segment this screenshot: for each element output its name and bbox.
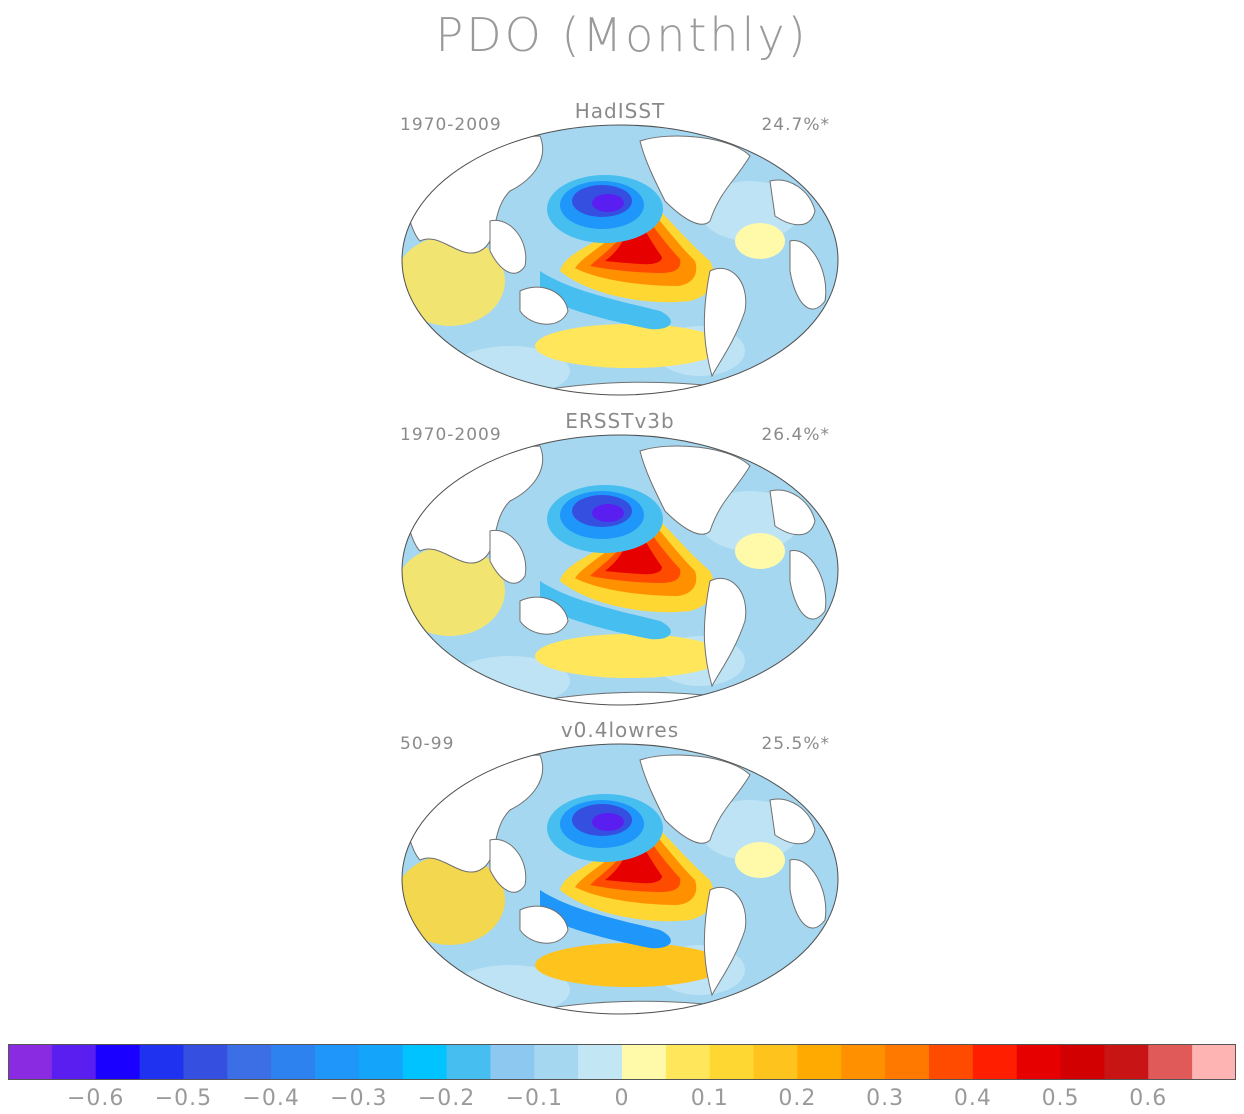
map-panel-hadisst: HadISST 1970-2009 24.7%* bbox=[390, 99, 850, 411]
land-mass bbox=[769, 179, 816, 226]
land-mass bbox=[703, 267, 747, 378]
land-mass bbox=[489, 529, 527, 584]
colorbar-swatch bbox=[1104, 1044, 1149, 1080]
land-mass bbox=[489, 219, 527, 274]
anomaly-region bbox=[735, 842, 785, 878]
colorbar-swatch bbox=[8, 1044, 53, 1080]
land-mass bbox=[519, 596, 569, 635]
land-mass bbox=[489, 691, 811, 705]
colorbar-swatch bbox=[622, 1044, 667, 1080]
land-mass bbox=[489, 1000, 811, 1014]
colorbar-tick-label: −0.2 bbox=[417, 1086, 476, 1111]
colorbar-swatch bbox=[490, 1044, 535, 1080]
land-mass bbox=[703, 886, 747, 997]
panel-variance: 24.7%* bbox=[761, 115, 830, 135]
colorbar-tick-label: 0.4 bbox=[953, 1086, 992, 1111]
colorbar-tick-label: 0.5 bbox=[1041, 1086, 1080, 1111]
colorbar-swatch bbox=[271, 1044, 316, 1080]
anomaly-cool bbox=[540, 581, 671, 640]
map-panel-ersstv3b: ERSSTv3b 1970-2009 26.4%* bbox=[390, 409, 850, 721]
panel-variance: 25.5%* bbox=[761, 734, 830, 754]
colorbar-tick-label: 0.2 bbox=[778, 1086, 817, 1111]
colorbar-swatch bbox=[51, 1044, 97, 1080]
panel-period: 1970-2009 bbox=[400, 115, 502, 135]
colorbar-swatch bbox=[578, 1044, 623, 1080]
colorbar-swatch bbox=[841, 1044, 886, 1080]
land-mass bbox=[489, 838, 527, 893]
colorbar-swatch bbox=[402, 1044, 448, 1080]
anomaly-region bbox=[402, 855, 505, 945]
map-panel-v04lowres: v0.4lowres 50-99 25.5%* bbox=[390, 718, 850, 1030]
anomaly-region bbox=[535, 634, 725, 678]
land-mass bbox=[639, 445, 751, 535]
colorbar-tick-label: 0.3 bbox=[866, 1086, 905, 1111]
land-mass bbox=[519, 905, 569, 944]
colorbar-tick-label: −0.3 bbox=[330, 1086, 388, 1111]
land-mass bbox=[639, 135, 751, 225]
anomaly-region bbox=[735, 223, 785, 259]
colorbar-swatch bbox=[1016, 1044, 1062, 1080]
colorbar-swatch bbox=[885, 1044, 930, 1080]
globe-outline bbox=[401, 434, 839, 706]
colorbar-tick-label: −0.5 bbox=[154, 1086, 213, 1111]
colorbar-swatch bbox=[972, 1044, 1018, 1080]
colorbar-tick-label: −0.6 bbox=[66, 1086, 125, 1111]
map-v04lowres bbox=[401, 743, 839, 1015]
colorbar-swatch bbox=[95, 1044, 141, 1080]
colorbar-swatch bbox=[665, 1044, 711, 1080]
anomaly-region bbox=[535, 943, 725, 987]
colorbar-swatch bbox=[315, 1044, 360, 1080]
colorbar bbox=[8, 1044, 1236, 1080]
map-hadisst bbox=[401, 124, 839, 396]
land-mass bbox=[639, 754, 751, 844]
colorbar-swatch bbox=[534, 1044, 579, 1080]
land-mass bbox=[489, 381, 811, 395]
anomaly-region bbox=[535, 324, 725, 368]
map-ersstv3b bbox=[401, 434, 839, 706]
colorbar-tick-label: 0.1 bbox=[690, 1086, 729, 1111]
anomaly-region bbox=[402, 236, 505, 326]
land-mass bbox=[519, 286, 569, 325]
panel-title: v0.4lowres bbox=[560, 718, 680, 742]
anomaly-cool bbox=[592, 504, 624, 522]
anomaly-region bbox=[402, 546, 505, 636]
anomaly-cool bbox=[540, 271, 671, 330]
land-mass bbox=[769, 798, 816, 845]
colorbar-swatch bbox=[1148, 1044, 1193, 1080]
colorbar-swatch bbox=[227, 1044, 272, 1080]
panel-variance: 26.4%* bbox=[761, 425, 830, 445]
colorbar-tick-label: 0 bbox=[614, 1086, 630, 1111]
land-mass bbox=[703, 577, 747, 688]
panel-title: HadISST bbox=[574, 99, 666, 123]
panel-period: 1970-2009 bbox=[400, 425, 502, 445]
globe-outline bbox=[401, 743, 839, 1015]
land-mass bbox=[789, 859, 827, 929]
panel-title: ERSSTv3b bbox=[565, 409, 675, 433]
colorbar-swatch bbox=[929, 1044, 974, 1080]
colorbar-swatch bbox=[183, 1044, 228, 1080]
colorbar-swatch bbox=[1060, 1044, 1105, 1080]
figure-title: PDO (Monthly) bbox=[435, 8, 809, 62]
colorbar-swatch bbox=[1192, 1044, 1236, 1080]
anomaly-region bbox=[735, 533, 785, 569]
land-mass bbox=[769, 489, 816, 536]
colorbar-tick-label: 0.6 bbox=[1129, 1086, 1168, 1111]
land-mass bbox=[789, 240, 827, 310]
colorbar-tick-label: −0.1 bbox=[505, 1086, 563, 1111]
colorbar-swatch bbox=[753, 1044, 798, 1080]
colorbar-swatch bbox=[709, 1044, 755, 1080]
colorbar-swatch bbox=[797, 1044, 842, 1080]
anomaly-cool bbox=[540, 890, 671, 949]
colorbar-swatch bbox=[139, 1044, 184, 1080]
globe-outline bbox=[401, 124, 839, 396]
colorbar-swatch bbox=[446, 1044, 491, 1080]
colorbar-swatch bbox=[358, 1044, 404, 1080]
land-mass bbox=[789, 550, 827, 620]
panel-period: 50-99 bbox=[400, 734, 455, 754]
colorbar-tick-label: −0.4 bbox=[242, 1086, 300, 1111]
anomaly-cool bbox=[592, 194, 624, 212]
anomaly-cool bbox=[592, 813, 624, 831]
